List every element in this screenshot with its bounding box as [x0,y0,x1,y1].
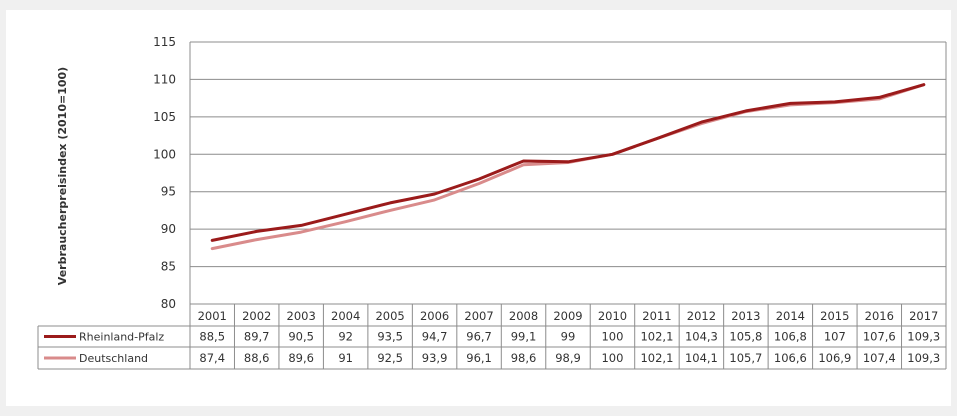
x-tick-label: 2008 [509,309,538,323]
data-value-label: 96,1 [466,351,492,365]
data-table: 2001 2002 2003 2004 2005 2006 2007 2008 2009 2010… [37,304,947,370]
x-tick-label: 2012 [687,309,716,323]
data-value-label: 106,8 [774,330,807,344]
data-value-label: 98,9 [555,351,581,365]
data-value-label: 105,8 [729,330,762,344]
data-value-label: 91 [338,351,353,365]
data-value-label: 93,9 [422,351,448,365]
x-tick-label: 2015 [820,309,849,323]
data-value-label: 89,6 [288,351,314,365]
x-tick-label: 2013 [731,309,760,323]
y-tick-label: 95 [161,185,176,199]
chart-area [6,10,951,406]
x-tick-label: 2011 [642,309,671,323]
data-value-label: 90,5 [288,330,314,344]
x-tick-label: 2017 [909,309,938,323]
data-value-label: 100 [601,330,623,344]
x-tick-label: 2006 [420,309,449,323]
y-tick-label: 115 [153,35,176,49]
data-value-label: 96,7 [466,330,492,344]
data-value-label: 93,5 [377,330,403,344]
data-value-label: 98,6 [511,351,537,365]
x-tick-label: 2007 [464,309,493,323]
y-axis: 80 85 90 95 100 105 110 115 [153,35,176,311]
x-tick-label: 2003 [287,309,316,323]
y-tick-label: 105 [153,110,176,124]
data-value-label: 104,1 [685,351,718,365]
data-value-label: 105,7 [729,351,762,365]
data-value-label: 94,7 [422,330,448,344]
x-tick-label: 2005 [375,309,404,323]
y-tick-label: 80 [161,297,176,311]
data-value-label: 102,1 [640,351,673,365]
data-value-label: 107,6 [863,330,896,344]
x-tick-label: 2001 [198,309,227,323]
data-value-label: 99 [561,330,576,344]
data-value-label: 109,3 [907,351,940,365]
data-value-label: 88,6 [244,351,270,365]
data-value-label: 100 [601,351,623,365]
data-value-label: 107 [824,330,846,344]
data-value-label: 99,1 [511,330,537,344]
y-tick-label: 100 [153,147,176,161]
data-value-label: 92,5 [377,351,403,365]
y-tick-label: 110 [153,72,176,86]
data-value-label: 106,9 [818,351,851,365]
x-tick-label: 2009 [553,309,582,323]
data-value-label: 104,3 [685,330,718,344]
data-value-label: 109,3 [907,330,940,344]
y-axis-label: Verbraucherpreisindex (2010=100) [56,67,69,285]
data-value-label: 106,6 [774,351,807,365]
y-tick-label: 90 [161,222,176,236]
data-value-label: 92 [338,330,353,344]
x-tick-label: 2002 [242,309,271,323]
x-tick-label: 2016 [865,309,894,323]
data-value-label: 107,4 [863,351,896,365]
y-tick-label: 85 [161,260,176,274]
x-tick-label: 2010 [598,309,627,323]
legend-label: Deutschland [79,352,148,365]
x-tick-label: 2004 [331,309,360,323]
series-line-rheinland-pfalz [210,83,926,242]
x-tick-label: 2014 [776,309,805,323]
data-value-label: 88,5 [199,330,225,344]
data-value-label: 87,4 [199,351,225,365]
legend-label: Rheinland-Pfalz [79,331,164,344]
data-value-label: 89,7 [244,330,270,344]
series-lines [210,83,926,251]
data-value-label: 102,1 [640,330,673,344]
